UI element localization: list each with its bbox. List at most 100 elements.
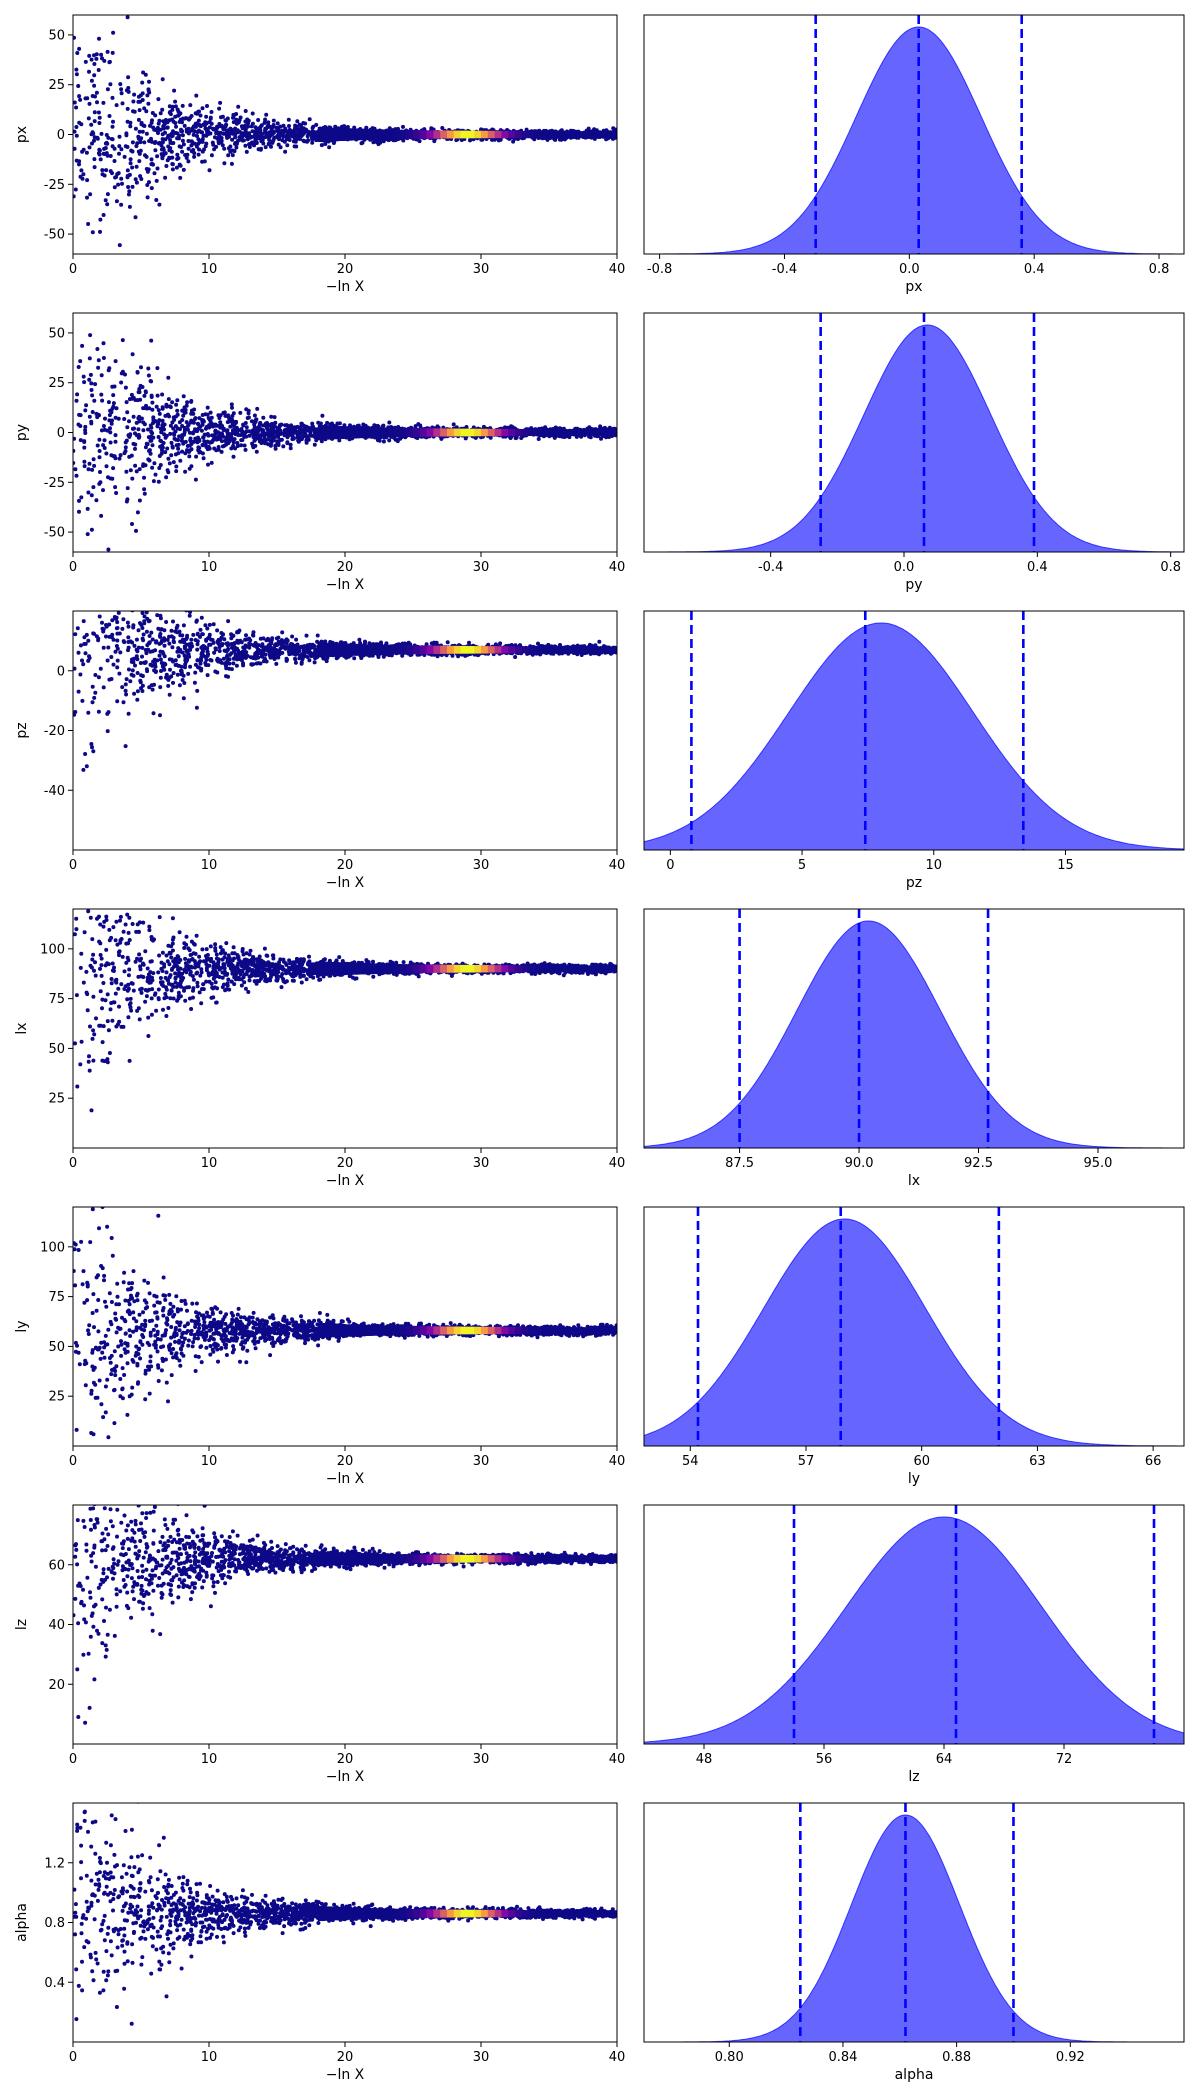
- weight-band-segment: [331, 1323, 339, 1338]
- weight-band-segment: [419, 130, 428, 139]
- weight-band-segment: [345, 1552, 353, 1565]
- weight-band-segment: [419, 428, 428, 437]
- weight-band-segment: [555, 429, 564, 436]
- x-axis-label: ly: [908, 1471, 920, 1487]
- weight-band-segment: [419, 1909, 428, 1918]
- x-tick-label: 0.4: [1024, 262, 1045, 277]
- x-axis-label: −ln X: [326, 1471, 365, 1487]
- trace-panel-alpha: 0 10 20 30 40 0.4 0.8 1.2 −ln X alpha: [14, 1802, 625, 2083]
- weight-band-segment: [460, 645, 468, 654]
- weight-band-segment: [392, 963, 400, 974]
- weight-band-segment: [569, 131, 577, 138]
- weight-band-segment: [365, 963, 373, 975]
- trace-panel-lx: 0 10 20 30 40 25 50 75 100 −ln X lx: [14, 908, 626, 1189]
- x-tick-label: 87.5: [725, 1156, 754, 1171]
- weight-band-segment: [365, 427, 373, 438]
- weight-band-segment: [345, 643, 353, 657]
- weight-band-segment: [406, 645, 414, 655]
- weight-band-segment: [589, 1327, 598, 1334]
- weight-band-segment: [419, 964, 428, 974]
- weight-band-segment: [528, 429, 536, 436]
- x-tick-label: 0: [69, 560, 77, 575]
- trace-axes-frame: [72, 1504, 618, 1745]
- scatter-points: [73, 1207, 617, 1440]
- weight-band-segment: [379, 129, 387, 140]
- y-tick-label: 25: [48, 1390, 65, 1405]
- weight-band-segment: [576, 646, 584, 654]
- y-tick-label: -25: [44, 476, 65, 491]
- weight-band-segment: [521, 965, 530, 973]
- weight-band-segment: [555, 1910, 564, 1917]
- x-tick-label: 10: [201, 1454, 218, 1469]
- x-tick-label: 0.8: [1149, 262, 1170, 277]
- weight-band-segment: [379, 1553, 387, 1564]
- weight-band-segment: [542, 1327, 550, 1334]
- weight-band-segment: [345, 1324, 353, 1337]
- weight-band-segment: [535, 1910, 543, 1917]
- weight-band-segment: [549, 131, 557, 138]
- x-tick-label: 0.8: [1160, 560, 1181, 575]
- weight-band-segment: [481, 965, 489, 973]
- x-tick-label: 54: [682, 1454, 699, 1469]
- weight-band-segment: [358, 128, 366, 141]
- weight-band-segment: [351, 1552, 360, 1565]
- y-tick-label: 25: [48, 376, 65, 391]
- weight-band-segment: [481, 1326, 489, 1335]
- weight-band-segment: [338, 1323, 346, 1337]
- weight-band-segment: [467, 1554, 475, 1563]
- weight-band-segment: [338, 128, 346, 141]
- weight-band-segment: [331, 643, 339, 657]
- weight-band-segment: [324, 961, 332, 976]
- weight-band-segment: [610, 646, 617, 654]
- weight-band-segment: [535, 1327, 543, 1334]
- y-axis-label: alpha: [14, 1903, 30, 1942]
- weight-band-segment: [365, 1553, 373, 1565]
- weight-band-segment: [596, 965, 604, 973]
- x-axis-label: alpha: [895, 2067, 934, 2083]
- weight-band-segment: [365, 644, 373, 656]
- x-tick-label: -0.8: [647, 262, 672, 277]
- weight-band-segment: [379, 1325, 387, 1336]
- weight-band-segment: [379, 963, 387, 974]
- scatter-points: [73, 1803, 617, 2026]
- x-tick-label: 0.84: [828, 2050, 857, 2065]
- weight-band-segment: [426, 964, 434, 973]
- weight-band-segment: [542, 646, 550, 654]
- x-tick-label: 40: [609, 1156, 626, 1171]
- weight-band-segment: [447, 130, 455, 139]
- x-tick-label: 90.0: [845, 1156, 874, 1171]
- weight-band-segment: [324, 127, 332, 142]
- weight-band-segment: [433, 1554, 441, 1563]
- weight-band-segment: [392, 1553, 400, 1564]
- weight-band-segment: [521, 1326, 530, 1334]
- x-tick-label: 56: [816, 1752, 833, 1767]
- weight-band-segment: [351, 426, 360, 439]
- x-tick-label: 0: [69, 1156, 77, 1171]
- weight-band-segment: [317, 1906, 326, 1922]
- x-tick-label: 30: [473, 2050, 490, 2065]
- x-tick-label: 64: [936, 1752, 953, 1767]
- weight-band-segment: [589, 131, 598, 138]
- weight-band-segment: [589, 965, 598, 973]
- weight-band-segment: [358, 1553, 366, 1565]
- weight-band-segment: [440, 645, 448, 654]
- x-tick-label: 15: [1057, 858, 1074, 873]
- weight-band-segment: [487, 1326, 496, 1335]
- weight-band-segment: [535, 131, 543, 138]
- weight-band-segment: [542, 1910, 550, 1917]
- weight-band-segment: [317, 126, 326, 143]
- weight-band-segment: [508, 1326, 516, 1335]
- weight-band-segment: [576, 1327, 584, 1334]
- x-tick-label: 0: [69, 1454, 77, 1469]
- x-tick-label: 30: [473, 262, 490, 277]
- x-tick-label: -0.4: [772, 262, 797, 277]
- weight-band-segment: [399, 427, 407, 438]
- scatter-points: [73, 1505, 617, 1725]
- x-tick-label: 20: [337, 560, 354, 575]
- weight-band-segment: [345, 128, 353, 141]
- weight-band-segment: [474, 130, 482, 139]
- weight-band-segment: [447, 645, 455, 654]
- weight-band-segment: [603, 646, 611, 654]
- x-tick-label: 0: [69, 262, 77, 277]
- x-axis-label: −ln X: [326, 1769, 365, 1785]
